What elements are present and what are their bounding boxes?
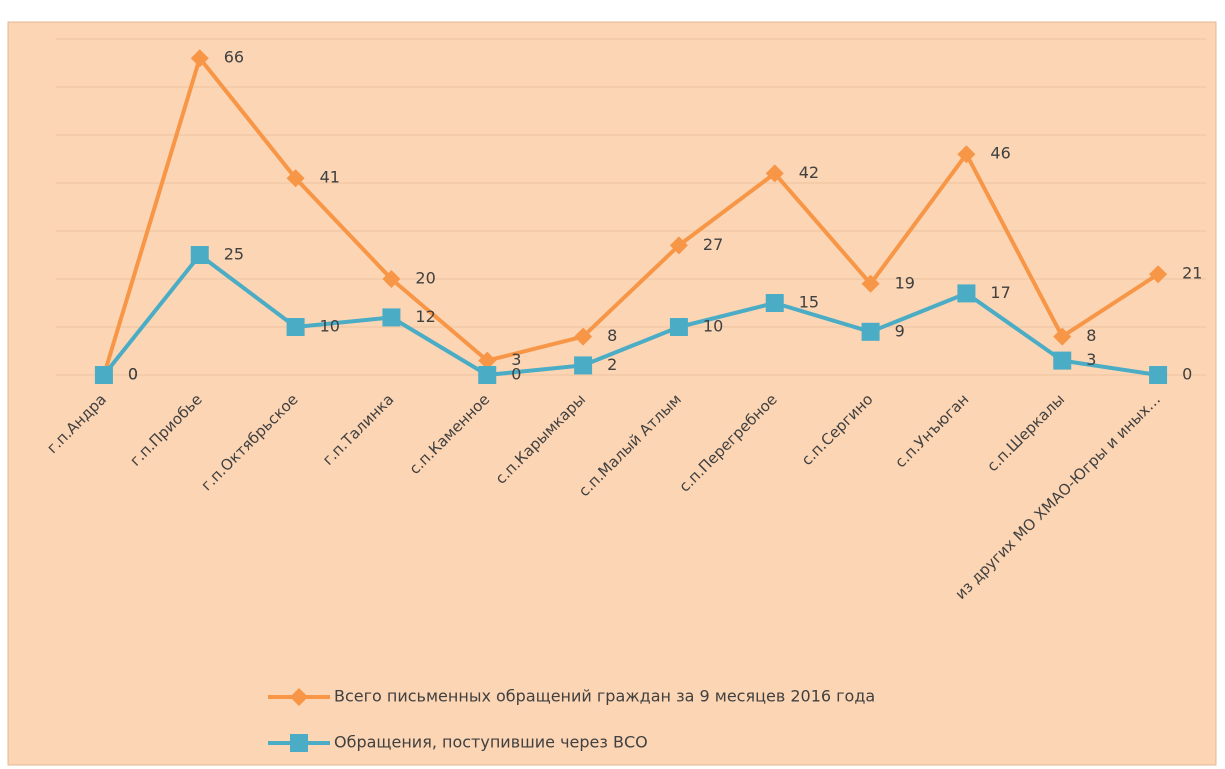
marker: [1149, 366, 1168, 384]
marker: [574, 356, 593, 375]
data-label: 17: [990, 283, 1010, 302]
data-label: 15: [799, 293, 819, 312]
marker: [765, 294, 784, 312]
data-label: 10: [703, 317, 723, 336]
marker: [190, 49, 209, 68]
data-label: 0: [128, 365, 138, 384]
marker: [290, 688, 308, 706]
data-label: 42: [799, 163, 819, 182]
data-label: 0: [128, 365, 138, 384]
data-label: 0: [1182, 365, 1192, 384]
data-label: 20: [415, 269, 435, 288]
data-label: 12: [415, 307, 435, 326]
data-label: 21: [1182, 264, 1202, 283]
marker: [1053, 351, 1072, 370]
data-label: 10: [320, 317, 340, 336]
data-label: 8: [607, 326, 617, 345]
marker: [1053, 327, 1072, 346]
marker: [190, 246, 209, 264]
data-label: 41: [320, 168, 340, 187]
marker: [957, 284, 976, 303]
legend-label: Всего письменных обращений граждан за 9 …: [334, 687, 875, 706]
marker: [382, 270, 401, 288]
data-label: 3: [511, 350, 521, 369]
marker: [669, 318, 688, 336]
marker: [290, 734, 308, 752]
data-label: 27: [703, 235, 723, 254]
marker: [382, 308, 401, 327]
marker: [765, 164, 784, 183]
data-label: 25: [224, 245, 244, 264]
line: [102, 56, 1160, 376]
marker: [94, 366, 113, 384]
data-label: 46: [990, 144, 1010, 163]
line: [102, 253, 1159, 377]
data-label: 9: [895, 321, 905, 340]
legend-label: Обращения, поступившие через ВСО: [334, 733, 648, 752]
marker: [669, 236, 688, 255]
marker: [286, 318, 305, 336]
marker: [957, 145, 976, 164]
data-label: 19: [895, 273, 915, 292]
marker: [574, 327, 593, 346]
data-label: 66: [224, 48, 244, 67]
data-label: 3: [1086, 350, 1096, 369]
marker: [286, 169, 305, 188]
marker: [861, 274, 880, 293]
marker: [861, 322, 880, 341]
marker: [478, 351, 497, 370]
marker: [478, 366, 497, 384]
data-label: 2: [607, 355, 617, 374]
marker: [1149, 265, 1168, 284]
chart-area: [7, 21, 1217, 766]
data-label: 8: [1086, 326, 1096, 345]
data-label: 0: [511, 365, 521, 384]
